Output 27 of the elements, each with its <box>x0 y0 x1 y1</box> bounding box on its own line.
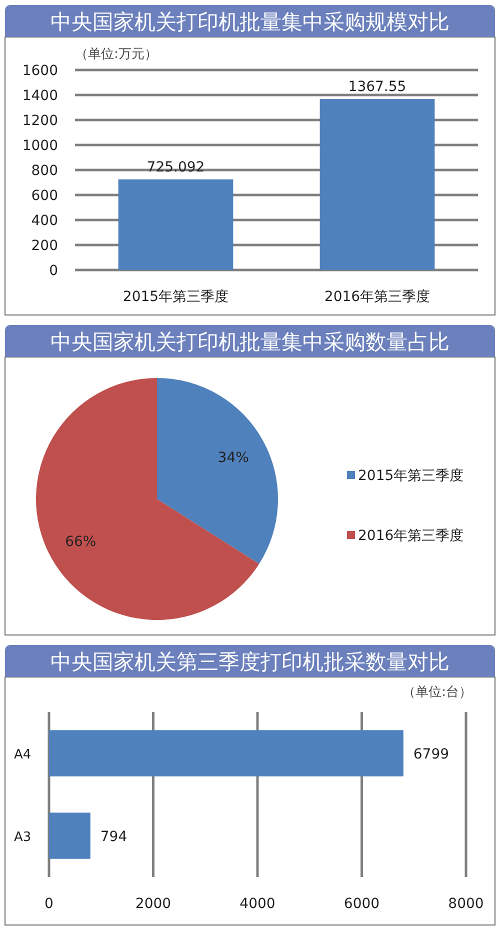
y-tick-label: A3 <box>14 830 32 845</box>
data-label: 1367.55 <box>348 79 406 96</box>
legend-label: 2015年第三季度 <box>358 468 464 484</box>
data-label: 34% <box>218 450 249 466</box>
title: 中央国家机关打印机批量集中采购规模对比 <box>50 10 450 34</box>
x-tick-label: 8000 <box>448 896 484 912</box>
title: 中央国家机关第三季度打印机批采数量对比 <box>50 650 450 674</box>
x-tick-label: 6000 <box>344 896 380 912</box>
y-tick-label: 1400 <box>22 88 58 104</box>
y-tick-label: 1200 <box>22 113 58 129</box>
y-tick-label: 0 <box>49 263 58 279</box>
y-tick-label: 200 <box>31 238 58 254</box>
text: （单位:万元） <box>75 47 158 62</box>
y-tick-label: 1600 <box>22 63 58 79</box>
data-label: 66% <box>65 534 96 550</box>
text: （单位:台） <box>402 685 472 700</box>
x-tick-label: 4000 <box>240 896 276 912</box>
legend-label: 2016年第三季度 <box>358 528 464 544</box>
y-tick-label: 400 <box>31 213 58 229</box>
y-tick-label: 600 <box>31 188 58 204</box>
y-tick-label: 1000 <box>22 138 58 154</box>
data-label: 6799 <box>413 746 450 762</box>
x-tick-label: 2000 <box>135 896 172 912</box>
data-label: 794 <box>100 828 128 845</box>
title: 中央国家机关打印机批量集中采购数量占比 <box>50 330 450 354</box>
y-tick-label: 800 <box>31 163 58 179</box>
y-tick-label: A4 <box>14 747 32 762</box>
